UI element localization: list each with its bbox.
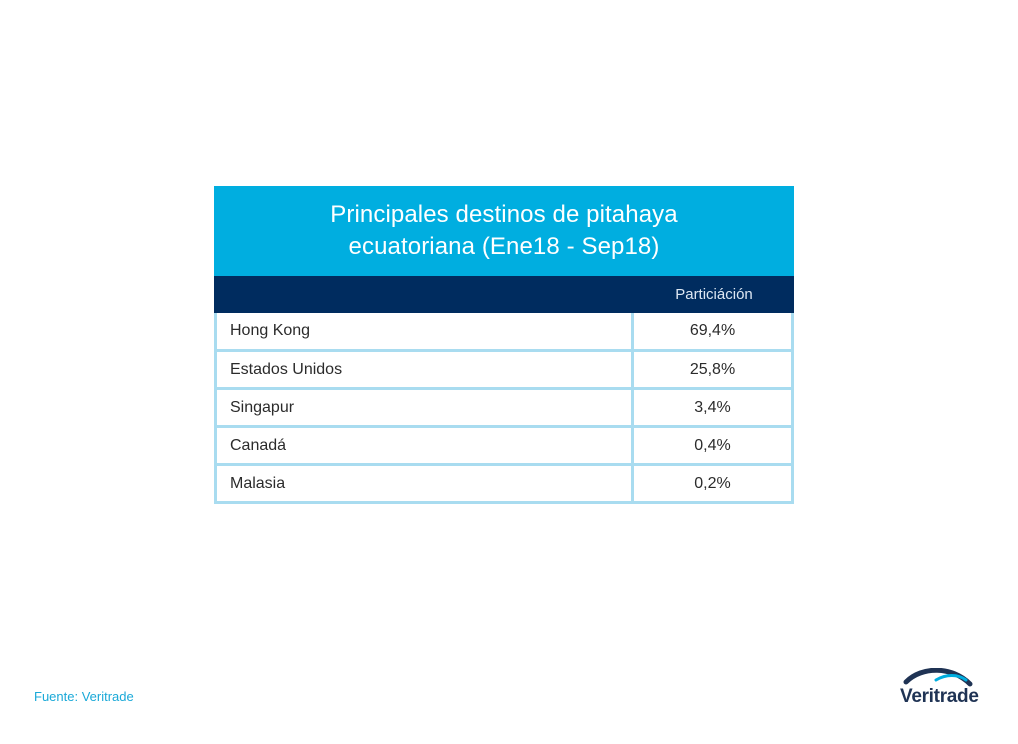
destinations-table: Principales destinos de pitahaya ecuator… [214,186,794,504]
table-row: Hong Kong 69,4% [217,313,791,352]
country-cell: Estados Unidos [217,352,634,387]
table-title: Principales destinos de pitahaya ecuator… [330,201,678,260]
share-cell: 0,4% [694,436,731,454]
source-note: Fuente: Veritrade [34,689,134,704]
share-cell: 25,8% [689,360,736,378]
table-row: Estados Unidos 25,8% [217,352,791,390]
header-country-column [214,276,634,313]
share-cell: 69,4% [689,322,736,339]
table-row: Canadá 0,4% [217,428,791,466]
share-cell: 3,4% [694,398,731,416]
veritrade-swoosh-icon [903,668,973,687]
country-cell: Canadá [217,428,634,463]
header-share-column: Particiáción [675,286,753,303]
table-row: Singapur 3,4% [217,390,791,428]
table-body: Hong Kong 69,4% Estados Unidos 25,8% Sin… [214,313,794,504]
country-cell: Singapur [217,390,634,425]
table-header-row: Particiáción [214,276,794,313]
country-cell: Hong Kong [217,313,634,349]
logo-wordmark: Veritrade [900,686,979,707]
veritrade-logo: Veritrade [900,668,984,716]
table-title-bar: Principales destinos de pitahaya ecuator… [214,186,794,276]
country-cell: Malasia [217,466,634,501]
share-cell: 0,2% [694,474,731,492]
table-row: Malasia 0,2% [217,466,791,504]
